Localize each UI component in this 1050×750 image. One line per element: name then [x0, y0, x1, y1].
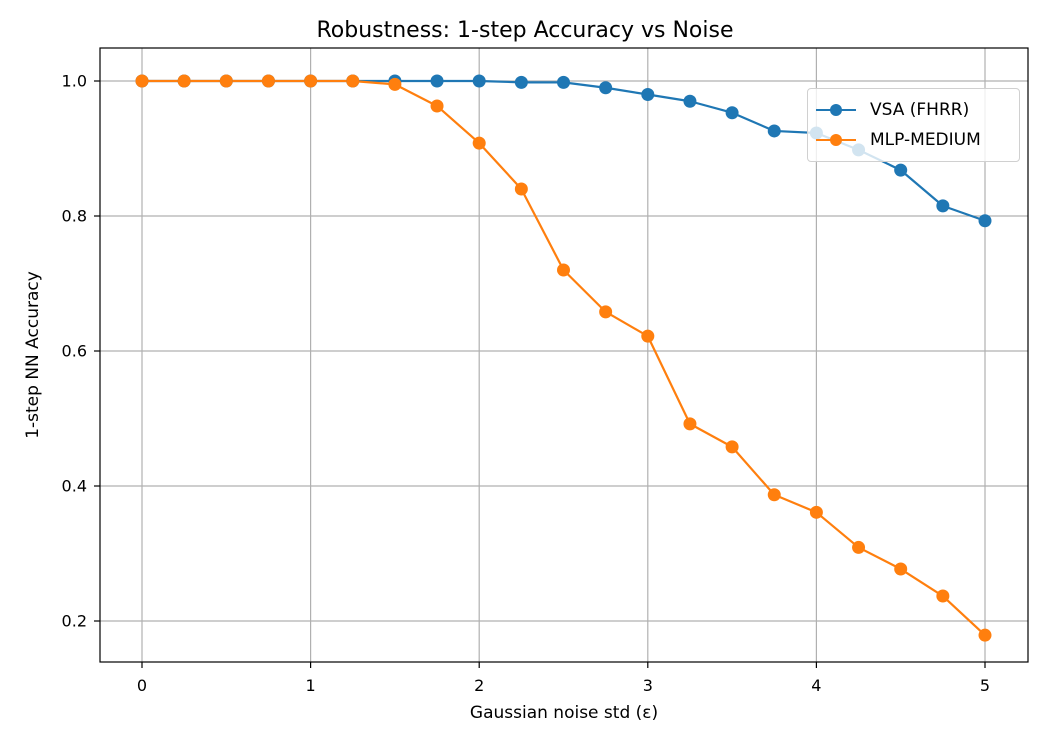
x-tick-label: 1	[305, 676, 316, 695]
legend: VSA (FHRR) MLP-MEDIUM	[807, 88, 1020, 162]
x-tick-label: 4	[811, 676, 822, 695]
y-tick-label: 0.8	[61, 206, 87, 226]
plot-area	[135, 74, 992, 642]
x-tick-label: 3	[642, 676, 653, 695]
y-tick-label: 0.6	[61, 341, 87, 361]
legend-item-mlp: MLP-MEDIUM	[816, 128, 981, 152]
line-marker-icon	[816, 98, 856, 122]
y-axis-label: 1-step NN Accuracy	[23, 271, 43, 439]
legend-label: MLP-MEDIUM	[870, 130, 981, 150]
legend-label: VSA (FHRR)	[870, 100, 970, 120]
tick-marks	[94, 80, 986, 668]
chart-title: Robustness: 1-step Accuracy vs Noise	[316, 18, 734, 43]
x-tick-label: 0	[136, 676, 148, 695]
legend-item-vsa: VSA (FHRR)	[816, 98, 969, 122]
line-marker-icon	[816, 128, 856, 152]
axes-frame	[99, 47, 1029, 663]
x-tick-label: 5	[979, 676, 991, 695]
y-tick-label: 1.0	[61, 71, 87, 91]
x-axis-label: Gaussian noise std (ε)	[469, 703, 659, 723]
x-tick-label: 2	[474, 676, 485, 695]
y-tick-label: 0.4	[61, 476, 87, 496]
y-tick-label: 0.2	[61, 611, 87, 631]
